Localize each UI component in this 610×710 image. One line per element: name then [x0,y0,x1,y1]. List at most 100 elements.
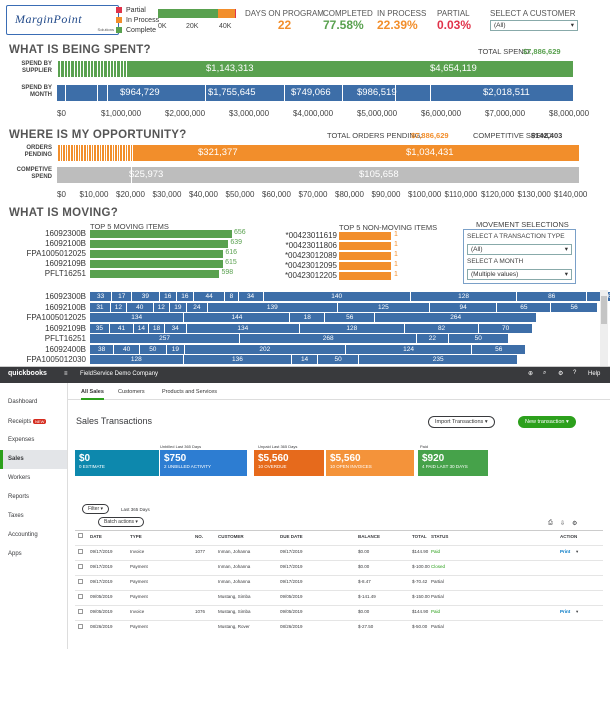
detail-segment[interactable]: 33 [90,292,113,301]
top5-item-bar[interactable] [90,250,224,258]
detail-segment[interactable]: 40 [126,302,154,312]
detail-segment[interactable]: 50 [139,344,167,354]
new-transaction-button[interactable]: New transaction ▾ [518,416,576,428]
supplier-bar[interactable]: $1,143,313 $4,654,119 [57,61,573,77]
detail-segment[interactable]: 264 [375,313,537,322]
row-checkbox[interactable] [78,624,83,629]
nonmoving-item-bar[interactable] [339,242,391,250]
row-action[interactable]: Print [560,549,571,554]
detail-segment[interactable]: 65 [497,302,552,312]
orders-pending-bar[interactable]: $321,377 $1,034,431 [57,145,579,161]
top5-item-bar[interactable] [90,230,232,238]
top5-item-bar[interactable] [90,240,229,248]
batch-actions-button[interactable]: Batch actions ▾ [98,517,144,527]
tile-open-invoices[interactable]: $5,560 10 OPEN INVOICES [326,450,414,476]
detail-segment[interactable]: 50 [448,334,509,343]
month-bar[interactable]: $964,729 $1,755,645 $749,066 $986,519 $2… [57,85,573,101]
detail-segment[interactable]: 41 [109,323,135,333]
detail-segment[interactable]: 65 [587,292,610,301]
detail-segment[interactable]: 144 [184,313,291,322]
nonmoving-item-bar[interactable] [339,272,391,280]
chevron-down-icon[interactable]: ▾ [576,549,579,554]
sidebar-item-expenses[interactable]: Expenses [8,437,35,443]
detail-segment[interactable]: 31 [90,302,111,312]
row-checkbox[interactable] [78,549,83,554]
detail-segment[interactable]: 128 [299,323,405,333]
sidebar-item-sales[interactable]: Sales [0,450,67,469]
detail-segment[interactable]: 268 [240,334,418,343]
column-header[interactable]: TYPE [130,534,142,539]
detail-segment[interactable]: 140 [263,292,411,301]
detail-segment[interactable]: 35 [90,323,110,333]
detail-segment[interactable]: 24 [186,302,208,312]
sidebar-item-taxes[interactable]: Taxes [8,513,24,519]
detail-segment[interactable]: 134 [186,323,300,333]
detail-segment[interactable]: 128 [410,292,518,301]
detail-segment[interactable]: 14 [292,355,318,364]
competitive-spend-bar[interactable]: $25,973 $105,658 [57,167,579,183]
detail-segment[interactable]: 44 [193,292,226,301]
detail-segment[interactable]: 56 [551,302,598,312]
select-all-checkbox[interactable] [78,533,83,538]
export-icon[interactable]: ⇩ [560,521,566,527]
customer-select[interactable]: (All) ▾ [490,20,578,31]
gear-icon[interactable]: ⚙ [558,371,564,377]
detail-segment[interactable]: 124 [345,344,473,354]
column-header[interactable]: ACTION [560,534,578,539]
detail-segment[interactable]: 19 [169,302,187,312]
column-header[interactable]: NO. [195,534,204,539]
detail-segment[interactable]: 70 [479,323,533,333]
detail-segment[interactable]: 136 [183,355,293,364]
tile-paid[interactable]: $920 4 PAID LAST 30 DAYS [418,450,488,476]
sidebar-item-receipts[interactable]: Receipts NEW [8,419,47,425]
month-select[interactable]: (Multiple values) ▾ [467,269,572,280]
detail-segment[interactable]: 82 [404,323,480,333]
detail-segment[interactable]: 12 [153,302,170,312]
detail-segment[interactable]: 19 [166,344,185,354]
help-icon[interactable]: ? [573,370,577,376]
hamburger-icon[interactable]: ≡ [64,371,68,377]
detail-segment[interactable]: 34 [164,323,187,333]
scrollbar[interactable] [600,290,608,366]
detail-segment[interactable]: 125 [337,302,430,312]
print-icon[interactable]: ⎙ [548,520,553,526]
detail-segment[interactable]: 22 [417,334,449,343]
transaction-type-select[interactable]: (All) ▾ [467,244,572,255]
filter-button[interactable]: Filter ▾ [82,504,110,514]
detail-segment[interactable]: 86 [517,292,588,301]
detail-segment[interactable]: 40 [114,344,140,354]
detail-segment[interactable]: 235 [359,355,518,364]
detail-segment[interactable]: 94 [429,302,498,312]
sidebar-item-workers[interactable]: Workers [8,475,31,481]
plus-icon[interactable]: ⊕ [528,371,534,377]
tab-customers[interactable]: Customers [118,389,145,395]
detail-segment[interactable]: 17 [112,292,133,301]
detail-segment[interactable]: 34 [238,292,264,301]
column-header[interactable]: CUSTOMER [218,534,244,539]
column-header[interactable]: DUE DATE [280,534,303,539]
column-header[interactable]: BALANCE [358,534,380,539]
row-checkbox[interactable] [78,609,83,614]
detail-segment[interactable]: 16 [176,292,194,301]
detail-segment[interactable]: 14 [134,323,150,333]
import-transactions-button[interactable]: Import Transactions ▾ [428,416,495,428]
tile-overdue[interactable]: $5,560 10 OVERDUE [254,450,324,476]
tab-products[interactable]: Products and Services [162,389,218,395]
detail-segment[interactable]: 134 [90,313,185,322]
detail-segment[interactable]: 139 [207,302,338,312]
detail-segment[interactable]: 56 [325,313,376,322]
detail-segment[interactable]: 202 [184,344,346,354]
nonmoving-item-bar[interactable] [339,252,391,260]
detail-segment[interactable]: 50 [317,355,360,364]
detail-segment[interactable]: 128 [90,355,184,364]
column-header[interactable]: DATE [90,534,102,539]
top5-item-bar[interactable] [90,270,220,278]
row-checkbox[interactable] [78,579,83,584]
detail-segment[interactable]: 56 [472,344,526,354]
sidebar-item-accounting[interactable]: Accounting [8,532,38,538]
sidebar-item-reports[interactable]: Reports [8,494,30,500]
settings-icon[interactable]: ⚙ [572,521,578,527]
tile-unbilled[interactable]: $750 2 UNBILLED ACTIVITY [160,450,247,476]
detail-segment[interactable]: 257 [90,334,241,343]
detail-segment[interactable]: 39 [132,292,160,301]
